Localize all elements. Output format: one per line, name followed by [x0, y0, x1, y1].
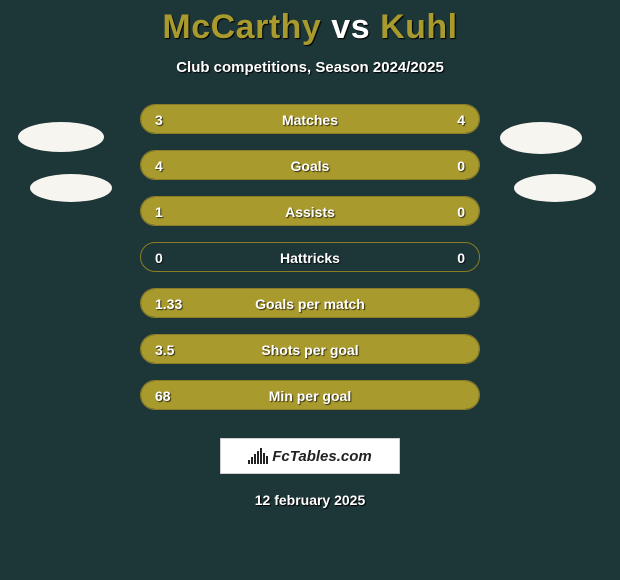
stat-value-right: 4 [457, 105, 465, 134]
stat-label: Assists [141, 197, 479, 226]
stat-row: 1.33Goals per match [140, 288, 480, 318]
logo-text: FcTables.com [272, 448, 371, 465]
decorative-ellipse [514, 174, 596, 202]
decorative-ellipse [30, 174, 112, 202]
bar-chart-icon [248, 448, 268, 464]
stat-label: Shots per goal [141, 335, 479, 364]
stat-value-right: 0 [457, 243, 465, 272]
stat-row: 3.5Shots per goal [140, 334, 480, 364]
stat-value-right: 0 [457, 197, 465, 226]
date-text: 12 february 2025 [0, 492, 620, 508]
player2-name: Kuhl [380, 8, 458, 46]
decorative-ellipse [500, 122, 582, 154]
stat-label: Goals per match [141, 289, 479, 318]
vs-text: vs [331, 8, 370, 46]
stat-row: 1Assists0 [140, 196, 480, 226]
stat-value-right: 0 [457, 151, 465, 180]
decorative-ellipse [18, 122, 104, 152]
stat-label: Min per goal [141, 381, 479, 410]
stat-row: 4Goals0 [140, 150, 480, 180]
player1-name: McCarthy [162, 8, 321, 46]
page-title: McCarthy vs Kuhl [0, 0, 620, 47]
fctables-logo: FcTables.com [220, 438, 400, 474]
stat-row: 68Min per goal [140, 380, 480, 410]
subtitle: Club competitions, Season 2024/2025 [0, 59, 620, 76]
stat-label: Hattricks [141, 243, 479, 272]
stat-label: Matches [141, 105, 479, 134]
stat-label: Goals [141, 151, 479, 180]
stat-row: 0Hattricks0 [140, 242, 480, 272]
stat-row: 3Matches4 [140, 104, 480, 134]
